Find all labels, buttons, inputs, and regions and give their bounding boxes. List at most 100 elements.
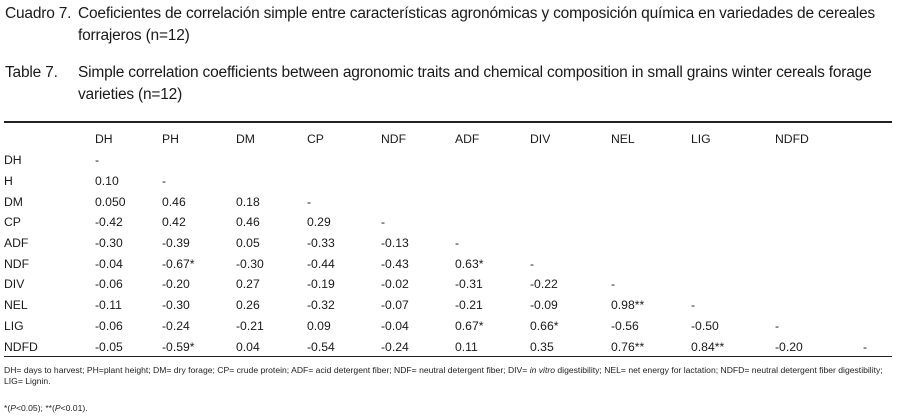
table-cell <box>611 191 691 212</box>
table-cell <box>775 191 863 212</box>
table-cell <box>611 212 691 233</box>
table-row: DM 0.050 0.46 0.18 - <box>4 191 892 212</box>
table-cell <box>530 191 611 212</box>
table-cell: -0.11 <box>95 298 122 313</box>
table-cell: -0.42 <box>95 215 123 230</box>
table-cell <box>691 253 775 274</box>
table-cell: 0.10 <box>95 174 119 189</box>
footnote-significance: *(P<0.05); **(P<0.01). <box>4 403 896 414</box>
table-cell: - <box>530 256 535 271</box>
row-header: H <box>4 174 13 189</box>
table-cell: -0.19 <box>307 277 335 292</box>
column-header: NEL <box>611 132 635 146</box>
table-header-row: DH PH DM CP NDF ADF DIV NEL LIG NDFD <box>4 128 892 150</box>
table-cell: 0.09 <box>307 318 331 333</box>
table-cell: -0.33 <box>307 236 335 251</box>
table-cell: -0.44 <box>307 256 335 271</box>
table-cell: -0.67* <box>162 256 195 271</box>
table-cell <box>691 171 775 192</box>
table-cell: 0.35 <box>530 339 554 354</box>
table-cell: -0.24 <box>162 318 190 333</box>
table-cell: -0.30 <box>95 236 123 251</box>
table-cell <box>863 150 892 171</box>
table-cell <box>691 150 775 171</box>
table-row: H 0.10 - <box>4 171 892 192</box>
table-cell <box>863 274 892 295</box>
table-cell <box>611 171 691 192</box>
caption-spanish: Cuadro 7. Coeficientes de correlación si… <box>5 3 895 47</box>
footnote-italic-text: P <box>10 403 16 413</box>
table-cell <box>611 253 691 274</box>
table-cell: -0.13 <box>381 236 409 251</box>
table-cell: -0.31 <box>455 277 483 292</box>
table-cell <box>611 233 691 254</box>
table-row: ADF -0.30 -0.39 0.05 -0.33 -0.13 - <box>4 233 892 254</box>
table-cell <box>530 150 611 171</box>
table-top-rule <box>4 121 892 123</box>
table-cell <box>775 233 863 254</box>
table-cell <box>775 274 863 295</box>
row-header: NDF <box>4 256 30 271</box>
table-row: DH - <box>4 150 892 171</box>
row-header: ADF <box>4 236 29 251</box>
table-cell: -0.06 <box>95 277 123 292</box>
table-cell <box>863 316 892 337</box>
table-cell: 0.76** <box>611 339 645 354</box>
table-cell: -0.24 <box>381 339 409 354</box>
caption-number: Cuadro 7. <box>5 5 72 22</box>
table-cell: - <box>381 215 386 230</box>
table-cell: -0.22 <box>530 277 558 292</box>
table-cell: 0.46 <box>236 215 260 230</box>
row-header: DM <box>4 194 23 209</box>
footnote-text: *( <box>4 403 11 413</box>
table-cell <box>691 233 775 254</box>
column-header: PH <box>162 132 179 146</box>
column-header: NDFD <box>775 132 809 146</box>
table-cell <box>455 171 530 192</box>
caption-english: Table 7. Simple correlation coefficients… <box>5 62 895 106</box>
table-cell: -0.05 <box>95 339 123 354</box>
table-cell: - <box>162 174 167 189</box>
table-cell <box>691 274 775 295</box>
header-corner <box>4 128 95 150</box>
row-header: NEL <box>4 298 28 313</box>
table-cell: -0.30 <box>162 298 190 313</box>
table-cell: 0.27 <box>236 277 260 292</box>
table-cell: 0.66* <box>530 318 559 333</box>
table-cell <box>530 171 611 192</box>
table-cell <box>775 171 863 192</box>
table-cell: -0.02 <box>381 277 409 292</box>
table-cell: -0.20 <box>162 277 190 292</box>
footnote-text: <0.01). <box>60 403 88 413</box>
table-cell: -0.59* <box>162 339 195 354</box>
table-cell: - <box>863 339 868 354</box>
table-cell: -0.30 <box>236 256 264 271</box>
table-cell: -0.21 <box>455 298 483 313</box>
table-cell: -0.09 <box>530 298 558 313</box>
table-cell <box>863 233 892 254</box>
footnote-italic-text: P <box>54 403 61 413</box>
column-header: LIG <box>691 132 711 146</box>
table-cell <box>307 150 381 171</box>
table-cell: -0.32 <box>307 298 335 313</box>
correlation-table: DH PH DM CP NDF ADF DIV NEL LIG NDFD DH - H 0.10 - DM 0… <box>4 128 892 357</box>
table-cell: 0.26 <box>236 298 260 313</box>
table-cell: 0.67* <box>455 318 484 333</box>
table-cell <box>775 212 863 233</box>
column-header: NDF <box>381 132 407 146</box>
column-header: DH <box>95 132 113 146</box>
column-header: ADF <box>455 132 480 146</box>
table-cell: 0.11 <box>455 339 478 354</box>
table-cell: -0.06 <box>95 318 123 333</box>
caption-text: Coeficientes de correlación simple entre… <box>78 5 875 44</box>
table-cell <box>863 191 892 212</box>
column-header <box>863 128 892 150</box>
table-cell: - <box>455 236 460 251</box>
table-cell: -0.21 <box>236 318 264 333</box>
row-header: DIV <box>4 277 25 292</box>
table-cell: - <box>95 153 100 168</box>
table-cell: 0.46 <box>162 194 186 209</box>
table-cell <box>381 191 455 212</box>
table-cell <box>863 295 892 316</box>
table-cell <box>455 191 530 212</box>
